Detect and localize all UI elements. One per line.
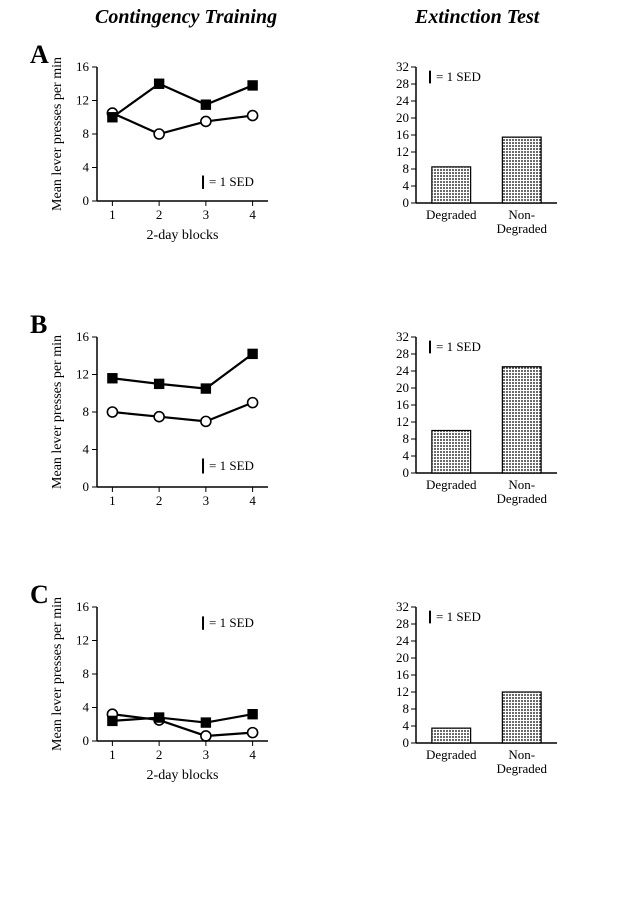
svg-text:0: 0 bbox=[403, 465, 410, 480]
svg-text:= 1 SED: = 1 SED bbox=[209, 615, 254, 630]
line-chart-c: 04812161234Mean lever presses per min2-d… bbox=[45, 595, 280, 803]
svg-text:20: 20 bbox=[396, 650, 409, 665]
svg-text:4: 4 bbox=[403, 718, 410, 733]
svg-text:20: 20 bbox=[396, 380, 409, 395]
svg-text:0: 0 bbox=[83, 733, 90, 748]
svg-text:32: 32 bbox=[396, 599, 409, 614]
svg-text:= 1 SED: = 1 SED bbox=[436, 339, 481, 354]
svg-text:= 1 SED: = 1 SED bbox=[436, 609, 481, 624]
svg-text:1: 1 bbox=[109, 493, 116, 508]
svg-text:16: 16 bbox=[396, 397, 410, 412]
svg-text:8: 8 bbox=[83, 404, 90, 419]
svg-text:8: 8 bbox=[403, 701, 410, 716]
svg-text:28: 28 bbox=[396, 616, 409, 631]
bar-chart-b: 048121620242832DegradedNon-Degraded= 1 S… bbox=[380, 325, 565, 515]
svg-text:20: 20 bbox=[396, 110, 409, 125]
svg-text:28: 28 bbox=[396, 76, 409, 91]
svg-text:= 1 SED: = 1 SED bbox=[436, 69, 481, 84]
svg-text:32: 32 bbox=[396, 329, 409, 344]
svg-text:2-day blocks: 2-day blocks bbox=[147, 768, 219, 783]
svg-text:Non-: Non- bbox=[508, 747, 535, 762]
svg-text:2: 2 bbox=[156, 207, 163, 222]
line-chart-b: 04812161234Mean lever presses per min= 1… bbox=[45, 325, 280, 515]
bar-chart-c: 048121620242832DegradedNon-Degraded= 1 S… bbox=[380, 595, 565, 785]
svg-text:16: 16 bbox=[396, 667, 410, 682]
line-chart-a: 04812161234Mean lever presses per min2-d… bbox=[45, 55, 280, 263]
svg-text:4: 4 bbox=[249, 493, 256, 508]
svg-text:3: 3 bbox=[203, 207, 210, 222]
svg-text:16: 16 bbox=[76, 599, 90, 614]
svg-text:32: 32 bbox=[396, 59, 409, 74]
svg-text:12: 12 bbox=[76, 367, 89, 382]
svg-text:= 1 SED: = 1 SED bbox=[209, 458, 254, 473]
svg-text:= 1 SED: = 1 SED bbox=[209, 174, 254, 189]
svg-text:Degraded: Degraded bbox=[426, 747, 477, 762]
svg-text:16: 16 bbox=[76, 59, 90, 74]
svg-text:8: 8 bbox=[83, 666, 90, 681]
svg-text:Degraded: Degraded bbox=[426, 477, 477, 492]
svg-text:Mean lever presses per min: Mean lever presses per min bbox=[50, 57, 65, 211]
svg-text:Degraded: Degraded bbox=[426, 207, 477, 222]
svg-text:3: 3 bbox=[203, 493, 210, 508]
svg-text:4: 4 bbox=[403, 178, 410, 193]
svg-text:4: 4 bbox=[83, 160, 90, 175]
svg-text:0: 0 bbox=[403, 195, 410, 210]
svg-text:28: 28 bbox=[396, 346, 409, 361]
svg-text:Degraded: Degraded bbox=[496, 221, 547, 236]
svg-text:12: 12 bbox=[396, 144, 409, 159]
svg-text:12: 12 bbox=[76, 93, 89, 108]
svg-text:4: 4 bbox=[403, 448, 410, 463]
svg-text:2-day blocks: 2-day blocks bbox=[147, 228, 219, 243]
svg-text:8: 8 bbox=[403, 431, 410, 446]
svg-text:24: 24 bbox=[396, 633, 410, 648]
svg-text:4: 4 bbox=[83, 700, 90, 715]
svg-text:4: 4 bbox=[249, 747, 256, 762]
svg-text:1: 1 bbox=[109, 207, 116, 222]
svg-text:Non-: Non- bbox=[508, 477, 535, 492]
svg-text:24: 24 bbox=[396, 93, 410, 108]
svg-text:16: 16 bbox=[396, 127, 410, 142]
svg-text:12: 12 bbox=[396, 684, 409, 699]
svg-text:Degraded: Degraded bbox=[496, 491, 547, 506]
svg-text:12: 12 bbox=[76, 633, 89, 648]
svg-text:8: 8 bbox=[403, 161, 410, 176]
col-title-right: Extinction Test bbox=[415, 6, 539, 29]
svg-text:Mean lever presses per min: Mean lever presses per min bbox=[50, 335, 65, 489]
bar-chart-a: 048121620242832DegradedNon-Degraded= 1 S… bbox=[380, 55, 565, 245]
svg-text:24: 24 bbox=[396, 363, 410, 378]
svg-text:12: 12 bbox=[396, 414, 409, 429]
svg-text:4: 4 bbox=[249, 207, 256, 222]
svg-text:Mean lever presses per min: Mean lever presses per min bbox=[50, 597, 65, 751]
svg-text:0: 0 bbox=[403, 735, 410, 750]
svg-text:8: 8 bbox=[83, 126, 90, 141]
col-title-left: Contingency Training bbox=[95, 6, 277, 29]
svg-text:0: 0 bbox=[83, 193, 90, 208]
svg-text:2: 2 bbox=[156, 747, 163, 762]
svg-text:16: 16 bbox=[76, 329, 90, 344]
svg-text:4: 4 bbox=[83, 442, 90, 457]
svg-text:3: 3 bbox=[203, 747, 210, 762]
svg-text:Non-: Non- bbox=[508, 207, 535, 222]
svg-text:2: 2 bbox=[156, 493, 163, 508]
svg-text:1: 1 bbox=[109, 747, 116, 762]
svg-text:Degraded: Degraded bbox=[496, 761, 547, 776]
svg-text:0: 0 bbox=[83, 479, 90, 494]
